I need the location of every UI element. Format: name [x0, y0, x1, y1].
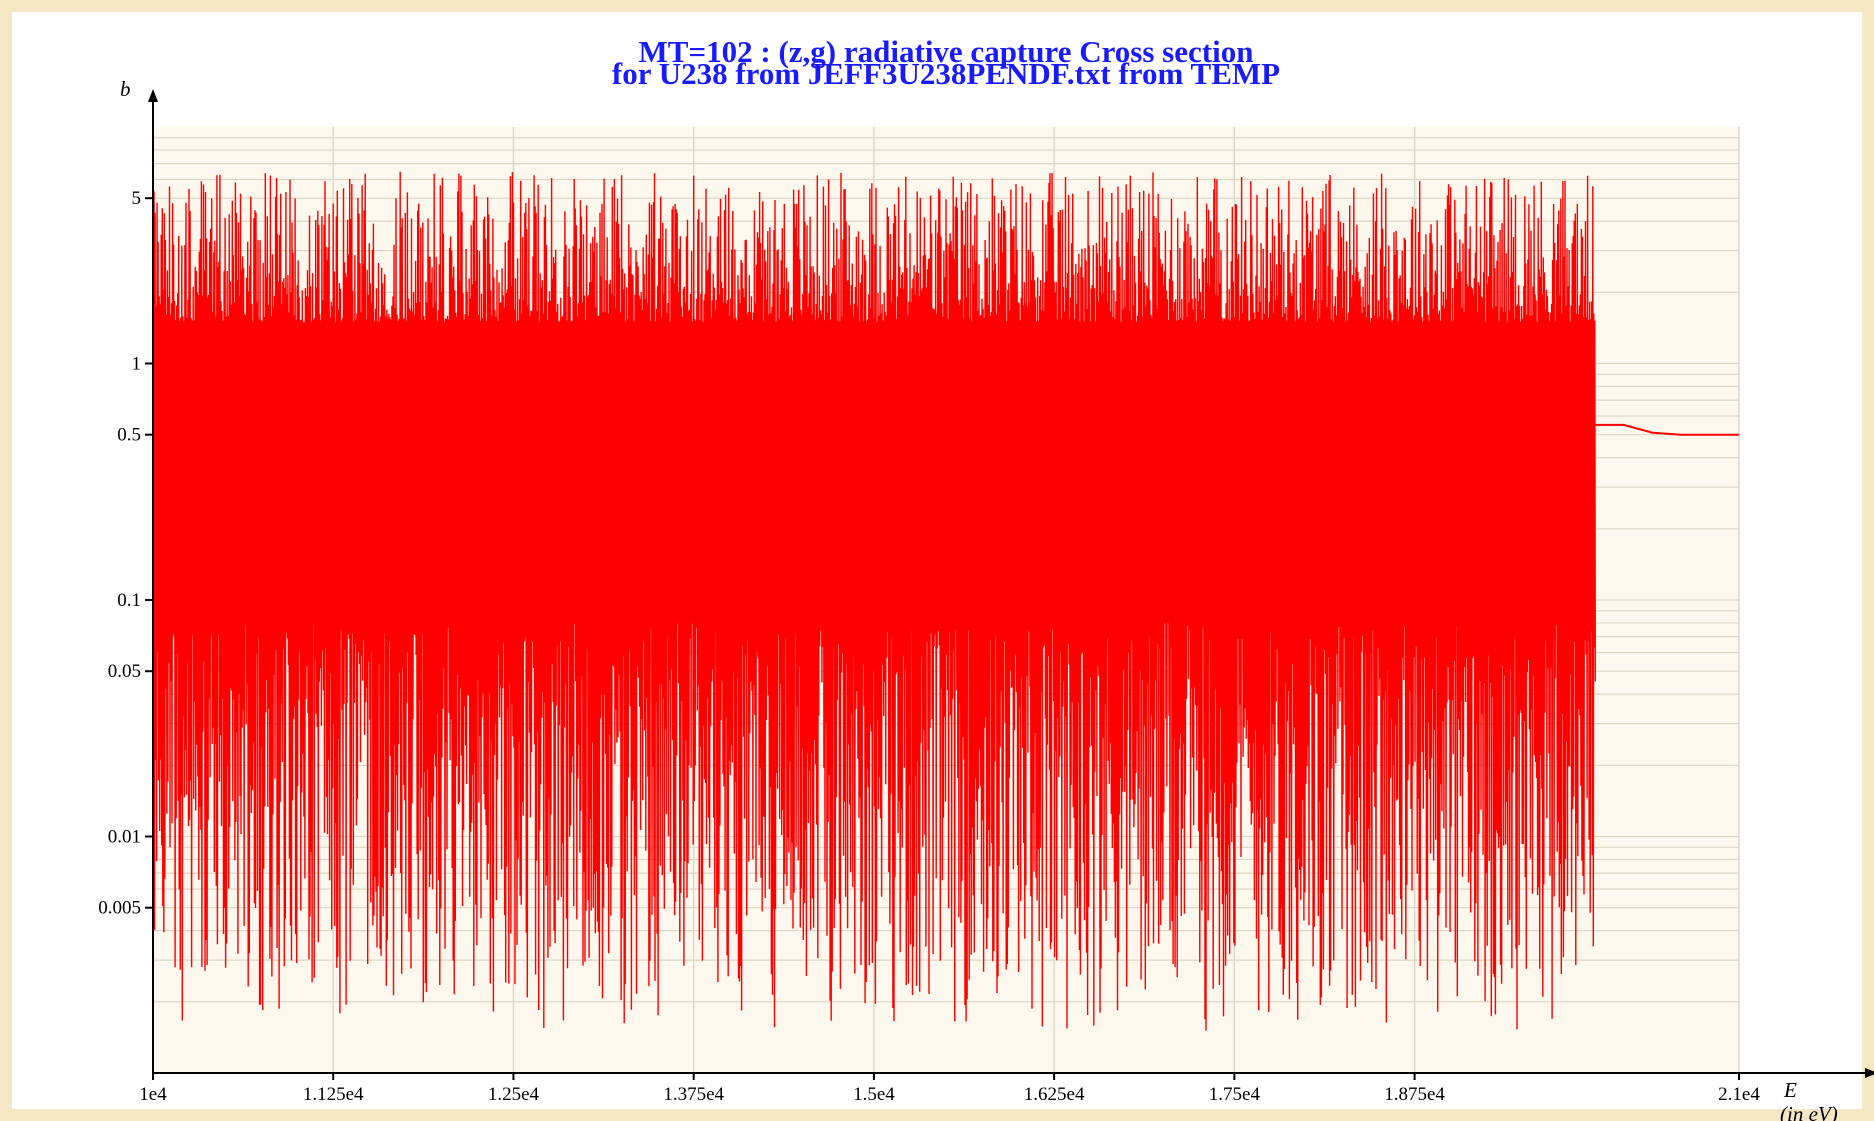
- series-layer: [152, 171, 1739, 1031]
- y-tick-label: 0.05: [108, 661, 141, 682]
- x-tick-label: 2.1e4: [1718, 1084, 1760, 1105]
- y-tick-label: 0.5: [117, 425, 141, 446]
- chart-title-line-2: for U238 from JEFF3U238PENDF.txt from TE…: [612, 56, 1280, 91]
- x-tick-label: 1.625e4: [1024, 1084, 1085, 1105]
- y-tick-label: 0.1: [117, 590, 141, 611]
- x-axis-arrow: [1865, 1068, 1874, 1078]
- y-tick-label: 0.01: [108, 827, 141, 848]
- y-axis-arrow: [148, 89, 158, 102]
- x-axis-unit-label: (in eV): [1780, 1102, 1838, 1121]
- x-tick-label: 1.875e4: [1384, 1084, 1445, 1105]
- x-tick-label: 1.5e4: [853, 1084, 895, 1105]
- y-axis-label: b: [120, 77, 131, 101]
- tick-labels: 5 1 0.5 0.1 0.05 0.01 0.005 1e4 1.125e4 1.25e4 1.3…: [98, 188, 1760, 1105]
- y-tick-label: 0.005: [98, 898, 141, 919]
- x-tick-label: 1e4: [139, 1084, 167, 1105]
- y-tick-label: 5: [132, 188, 142, 209]
- y-tick-label: 1: [132, 354, 142, 375]
- cross-section-chart: 5 1 0.5 0.1 0.05 0.01 0.005 1e4 1.125e4 1.25e4 1.3…: [98, 34, 1874, 1121]
- x-axis-label: E: [1783, 1078, 1797, 1102]
- x-tick-label: 1.375e4: [663, 1084, 724, 1105]
- chart-title-line-1: MT=102 : (z,g) radiative capture Cross s…: [639, 34, 1254, 69]
- x-tick-label: 1.25e4: [488, 1084, 540, 1105]
- x-tick-label: 1.75e4: [1209, 1084, 1261, 1105]
- x-tick-label: 1.125e4: [303, 1084, 364, 1105]
- axes: [148, 89, 1874, 1078]
- tail-series-line: [1594, 423, 1739, 436]
- resonance-series-line: [152, 171, 1596, 1031]
- plot-frame: 5 1 0.5 0.1 0.05 0.01 0.005 1e4 1.125e4 1.25e4 1.3…: [12, 12, 1874, 1121]
